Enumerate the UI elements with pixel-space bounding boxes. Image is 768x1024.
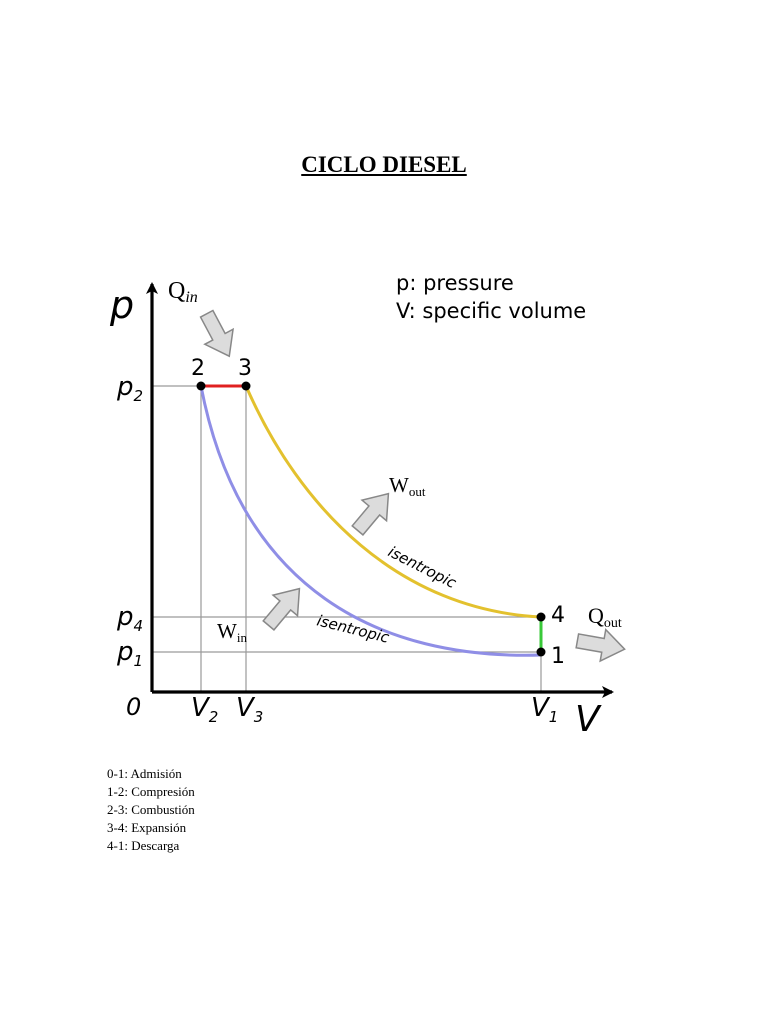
point-3 [241,381,251,391]
point-label-2: 2 [191,356,205,381]
y-tick-p1: p1 [116,637,143,670]
x-tick-v2: V2 [191,693,218,726]
point-2 [196,381,206,391]
w-in-arrow-icon [262,587,301,631]
process-legend: 0-1: Admisión 1-2: Compresión 2-3: Combu… [107,765,195,855]
point-1 [536,647,546,657]
process-3-4 [244,385,542,619]
point-label-1: 1 [551,644,565,669]
y-tick-p4: p4 [116,602,143,635]
legend-item: 4-1: Descarga [107,838,180,853]
point-label-3: 3 [238,356,252,381]
w-in-label: Win [217,619,247,645]
legend-item: 1-2: Compresión [107,784,195,799]
guide-lines [152,385,542,692]
info-pressure: p: pressure [396,271,514,295]
y-axis-label: p [109,283,134,327]
info-volume: V: specific volume [396,299,586,323]
point-label-4: 4 [551,603,565,628]
point-4 [536,612,546,622]
y-tick-p2: p2 [116,372,143,405]
w-out-label: Wout [389,473,426,499]
legend-item: 2-3: Combustión [107,802,195,817]
x-tick-v1: V1 [531,693,558,726]
q-out-arrow-icon [575,628,626,663]
legend-item: 3-4: Expansión [107,820,187,835]
x-axis-label: V [575,699,602,740]
q-out-label: Qout [588,603,622,631]
w-out-arrow-icon [351,492,390,536]
page-title: CICLO DIESEL [301,152,467,177]
origin-label: 0 [126,693,141,721]
x-tick-v3: V3 [236,693,263,726]
q-in-label: Qin [168,278,198,306]
legend-item: 0-1: Admisión [107,766,182,781]
process-1-2 [199,385,542,657]
q-in-arrow-icon [199,309,235,358]
